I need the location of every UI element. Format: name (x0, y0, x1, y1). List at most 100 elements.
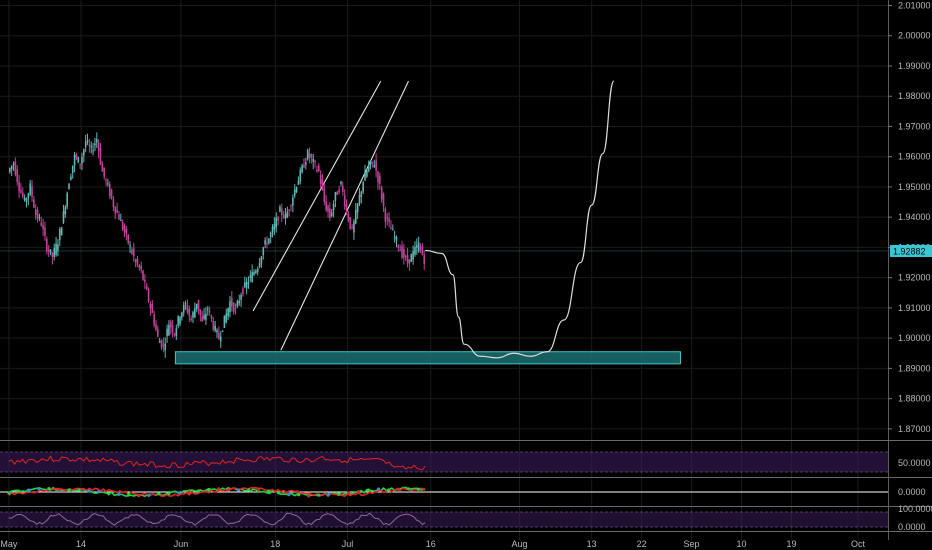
candle-body (131, 249, 133, 254)
candle-body (216, 330, 218, 333)
candle-body (25, 198, 28, 202)
candle-body (123, 225, 126, 233)
candle-body (86, 140, 89, 142)
ribbon-dot (77, 488, 81, 492)
candle-body (214, 325, 216, 331)
candle-body (275, 217, 278, 228)
candle-body (247, 282, 250, 284)
candle-body (38, 217, 41, 219)
candle-body (312, 158, 315, 162)
candle-body (197, 299, 200, 311)
ribbon-dot (67, 488, 71, 492)
candle-body (388, 218, 390, 222)
candle-body (290, 205, 292, 207)
candle-body (380, 187, 383, 200)
candle-body (255, 270, 257, 273)
candle-body (242, 288, 244, 295)
candle-body (64, 207, 67, 215)
candle-body (73, 154, 76, 166)
candle-body (401, 245, 403, 258)
candle-body (369, 160, 372, 165)
candle-body (330, 212, 333, 217)
ribbon-dot (386, 488, 391, 492)
candle-body (277, 216, 279, 221)
candle-body (94, 143, 96, 146)
candle-body (343, 194, 346, 207)
candle-body (168, 324, 170, 336)
time-tick-label: 10 (736, 539, 746, 549)
candle-body (347, 213, 350, 221)
candle-body (303, 164, 305, 168)
candle-body (338, 189, 340, 193)
candle-body (231, 297, 233, 307)
candle-body (356, 203, 359, 213)
time-tick-label: 19 (786, 539, 796, 549)
candle-body (260, 256, 263, 264)
ribbon-dot (356, 490, 361, 494)
candle-body (51, 252, 54, 258)
candle-body (377, 171, 379, 183)
candle-body (234, 307, 237, 309)
candle-body (416, 245, 418, 248)
ribbon-dot (117, 492, 121, 496)
ribbon-dot (376, 487, 381, 491)
price-tick-label: 2.01000 (898, 1, 931, 11)
rsi-line (8, 455, 426, 471)
candle-body (249, 275, 252, 278)
ribbon-dot (416, 487, 421, 491)
candle-body (314, 161, 316, 163)
price-tick-label: 2.00000 (898, 31, 931, 41)
candle-body (84, 141, 87, 148)
candle-body (316, 170, 318, 172)
rsi-band (0, 452, 888, 472)
candle-body (379, 175, 381, 185)
candle-body (393, 236, 396, 238)
candle-body (18, 181, 20, 192)
ribbon-dot (107, 492, 111, 496)
current-price-label: 1.92882 (893, 246, 926, 256)
candle-body (12, 163, 15, 165)
channel-trendline (252, 80, 382, 312)
candle-body (251, 272, 253, 282)
time-tick-label: 22 (637, 539, 647, 549)
candle-body (221, 330, 224, 332)
candle-body (40, 222, 43, 226)
candle-body (164, 343, 167, 351)
candle-body (36, 210, 39, 219)
candle-body (103, 167, 105, 177)
candle-body (332, 203, 335, 211)
candle-body (68, 184, 70, 190)
candle-body (142, 270, 144, 280)
candle-body (203, 315, 205, 319)
ribbon-dot (147, 493, 151, 498)
price-tick-label: 1.94000 (898, 212, 931, 222)
price-tick-label: 1.98000 (898, 91, 931, 101)
candle-body (284, 214, 287, 219)
candle-body (319, 175, 322, 184)
ribbon-dot (137, 494, 141, 498)
candle-body (340, 181, 342, 184)
candle-body (414, 246, 416, 255)
candle-body (62, 211, 65, 223)
time-tick-label: Aug (511, 539, 527, 549)
ribbon-dot (366, 488, 371, 492)
candle-body (162, 344, 165, 346)
ribbon-dot (277, 491, 281, 495)
candle-body (71, 165, 74, 174)
candle-body (186, 305, 189, 313)
candle-body (301, 165, 303, 173)
candle-body (412, 251, 414, 260)
candle-body (158, 341, 161, 343)
ribbon-slow-line (8, 486, 426, 498)
candle-body (245, 281, 248, 289)
candle-body (70, 176, 72, 180)
candle-body (107, 183, 109, 185)
candle-body (351, 227, 353, 229)
projection-curve (425, 80, 615, 359)
candle-body (58, 228, 61, 240)
candle-body (184, 303, 187, 305)
candle-body (364, 172, 366, 181)
candle-body (362, 182, 364, 192)
candle-body (306, 149, 309, 160)
